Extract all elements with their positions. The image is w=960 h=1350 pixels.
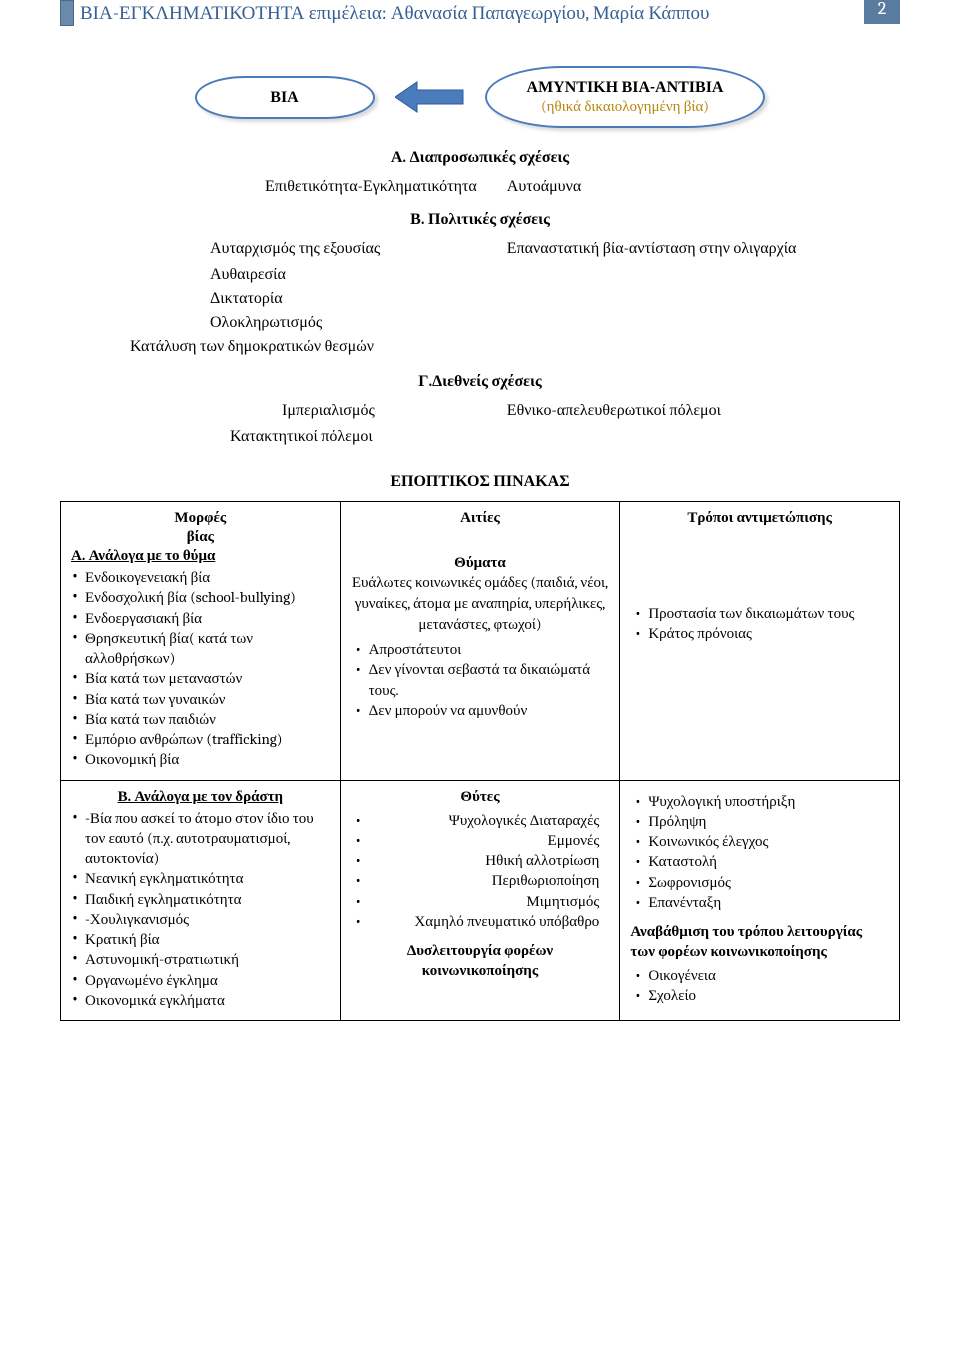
section-a-right: Αυτοάμυνα xyxy=(497,177,900,196)
cell-r1-c3: Τρόποι αντιμετώπισης Προστασία των δικαι… xyxy=(620,502,900,781)
list-item: -Χουλιγκανισμός xyxy=(71,909,330,929)
arrow-left-icon xyxy=(395,80,465,114)
section-b-row1: Αυταρχισμός της εξουσίας Επαναστατική βί… xyxy=(60,239,900,258)
list-item: Προστασία των δικαιωμάτων τους xyxy=(630,603,889,623)
r1c1-list: Ενδοικογενειακή βίαΕνδοσχολική βία (scho… xyxy=(71,567,330,770)
section-b-left2: Αυθαιρεσία xyxy=(60,262,900,286)
section-c-left1: Ιμπεριαλισμός xyxy=(60,401,497,420)
section-b-left3: Δικτατορία xyxy=(60,286,900,310)
section-b-left4: Ολοκληρωτισμός xyxy=(60,310,900,334)
col2-header: Αιτίες xyxy=(460,508,500,526)
list-item: Επανένταξη xyxy=(630,892,889,912)
cell-r1-c2: Αιτίες Θύματα Ευάλωτες κοινωνικές ομάδες… xyxy=(340,502,620,781)
r1c2-text: Ευάλωτες κοινωνικές ομάδες (παιδιά, νέοι… xyxy=(351,572,610,635)
section-c-right: Εθνικο-απελευθερωτικοί πόλεμοι xyxy=(497,401,900,420)
oval-via: ΒΙΑ xyxy=(195,76,375,119)
oval-antivia-line2: (ηθικά δικαιολογημένη βία) xyxy=(527,97,724,116)
section-b-left1: Αυταρχισμός της εξουσίας xyxy=(60,239,497,258)
section-c-left2: Κατακτητικοί πόλεμοι xyxy=(60,424,900,448)
section-c-row1: Ιμπεριαλισμός Εθνικο-απελευθερωτικοί πόλ… xyxy=(60,401,900,420)
cell-r2-c2: Θύτες Ψυχολογικές ΔιαταραχέςΕμμονέςΗθική… xyxy=(340,780,620,1021)
list-item: Περιθωριοποίηση xyxy=(351,870,600,890)
list-item: Πρόληψη xyxy=(630,811,889,831)
r1c2-title: Θύματα xyxy=(351,553,610,572)
r1c1-title: Α. Ανάλογα με το θύμα xyxy=(71,546,330,565)
list-item: Ενδοεργασιακή βία xyxy=(71,608,330,628)
list-item: Κράτος πρόνοιας xyxy=(630,623,889,643)
list-item: Θρησκευτική βία( κατά των αλλοθρήσκων) xyxy=(71,628,330,669)
list-item: Ενδοσχολική βία (school-bullying) xyxy=(71,587,330,607)
r2c3-bold: Αναβάθμιση του τρόπου λειτουργίας των φο… xyxy=(630,922,889,961)
section-b-title: Β. Πολιτικές σχέσεις xyxy=(60,210,900,229)
list-item: Σχολείο xyxy=(630,985,889,1005)
table-title: ΕΠΟΠΤΙΚΟΣ ΠΙΝΑΚΑΣ xyxy=(60,472,900,491)
r2c1-title: Β. Ανάλογα με τον δράστη xyxy=(71,787,330,806)
list-item: Δεν μπορούν να αμυνθούν xyxy=(351,700,610,720)
list-item: Απροστάτευτοι xyxy=(351,639,610,659)
list-item: Οικογένεια xyxy=(630,965,889,985)
r2c2-title: Θύτες xyxy=(351,787,610,806)
list-item: Βία κατά των γυναικών xyxy=(71,689,330,709)
header-title: ΒΙΑ-ΕΓΚΛΗΜΑΤΙΚΟΤΗΤΑ επιμέλεια: Αθανασία … xyxy=(80,2,709,25)
list-item: Παιδική εγκληματικότητα xyxy=(71,889,330,909)
oval-antivia-line1: ΑΜΥΝΤΙΚΗ ΒΙΑ-ΑΝΤΙΒΙΑ xyxy=(527,78,724,97)
list-item: Χαμηλό πνευματικό υπόβαθρο xyxy=(351,911,600,931)
list-item: Οργανωμένο έγκλημα xyxy=(71,970,330,990)
list-item: Οικονομικά εγκλήματα xyxy=(71,990,330,1010)
page-number-badge: 2 xyxy=(864,0,900,24)
header-stripe xyxy=(60,0,74,26)
list-item: Οικονομική βία xyxy=(71,749,330,769)
col1-header: Μορφέςβίας xyxy=(174,508,226,545)
list-item: Εμμονές xyxy=(351,830,600,850)
section-b-right: Επαναστατική βία-αντίσταση στην ολιγαρχί… xyxy=(497,239,900,258)
concept-diagram: ΒΙΑ ΑΜΥΝΤΙΚΗ ΒΙΑ-ΑΝΤΙΒΙΑ (ηθικά δικαιολο… xyxy=(60,66,900,128)
r2c3-list: Ψυχολογική υποστήριξηΠρόληψηΚοινωνικός έ… xyxy=(630,791,889,913)
r2c2-bold: Δυσλειτουργία φορέων κοινωνικοποίησης xyxy=(351,941,610,980)
list-item: Κοινωνικός έλεγχος xyxy=(630,831,889,851)
section-c-title: Γ.Διεθνείς σχέσεις xyxy=(60,372,900,391)
list-item: Νεανική εγκληματικότητα xyxy=(71,868,330,888)
list-item: Ενδοικογενειακή βία xyxy=(71,567,330,587)
list-item: Καταστολή xyxy=(630,851,889,871)
oval-via-label: ΒΙΑ xyxy=(270,88,298,106)
section-a-left: Επιθετικότητα-Εγκληματικότητα xyxy=(60,177,497,196)
list-item: Ηθική αλλοτρίωση xyxy=(351,850,600,870)
list-item: Σωφρονισμός xyxy=(630,872,889,892)
list-item: -Βία που ασκεί το άτομο στον ίδιο του το… xyxy=(71,808,330,869)
overview-table: Μορφέςβίας Α. Ανάλογα με το θύμα Ενδοικο… xyxy=(60,501,900,1021)
r2c2-list: Ψυχολογικές ΔιαταραχέςΕμμονέςΗθική αλλοτ… xyxy=(351,810,610,932)
list-item: Κρατική βία xyxy=(71,929,330,949)
cell-r1-c1: Μορφέςβίας Α. Ανάλογα με το θύμα Ενδοικο… xyxy=(61,502,341,781)
cell-r2-c3: Ψυχολογική υποστήριξηΠρόληψηΚοινωνικός έ… xyxy=(620,780,900,1021)
r2c3-sub-list: ΟικογένειαΣχολείο xyxy=(630,965,889,1006)
list-item: Βία κατά των παιδιών xyxy=(71,709,330,729)
list-item: Αστυνομική-στρατιωτική xyxy=(71,949,330,969)
list-item: Βία κατά των μεταναστών xyxy=(71,668,330,688)
r1c2-list: ΑπροστάτευτοιΔεν γίνονται σεβαστά τα δικ… xyxy=(351,639,610,720)
list-item: Εμπόριο ανθρώπων (trafficking) xyxy=(71,729,330,749)
section-a-row: Επιθετικότητα-Εγκληματικότητα Αυτοάμυνα xyxy=(60,177,900,196)
section-a-title: Α. Διαπροσωπικές σχέσεις xyxy=(60,148,900,167)
list-item: Ψυχολογικές Διαταραχές xyxy=(351,810,600,830)
col3-header: Τρόποι αντιμετώπισης xyxy=(687,508,832,526)
r1c3-list: Προστασία των δικαιωμάτων τουςΚράτος πρό… xyxy=(630,603,889,644)
list-item: Μιμητισμός xyxy=(351,891,600,911)
page-header: ΒΙΑ-ΕΓΚΛΗΜΑΤΙΚΟΤΗΤΑ επιμέλεια: Αθανασία … xyxy=(60,0,900,26)
section-b-left5: Κατάλυση των δημοκρατικών θεσμών xyxy=(60,334,900,358)
cell-r2-c1: Β. Ανάλογα με τον δράστη -Βία που ασκεί … xyxy=(61,780,341,1021)
list-item: Δεν γίνονται σεβαστά τα δικαιώματά τους. xyxy=(351,659,610,700)
oval-antivia: ΑΜΥΝΤΙΚΗ ΒΙΑ-ΑΝΤΙΒΙΑ (ηθικά δικαιολογημέ… xyxy=(485,66,766,128)
r2c1-list: -Βία που ασκεί το άτομο στον ίδιο του το… xyxy=(71,808,330,1011)
list-item: Ψυχολογική υποστήριξη xyxy=(630,791,889,811)
